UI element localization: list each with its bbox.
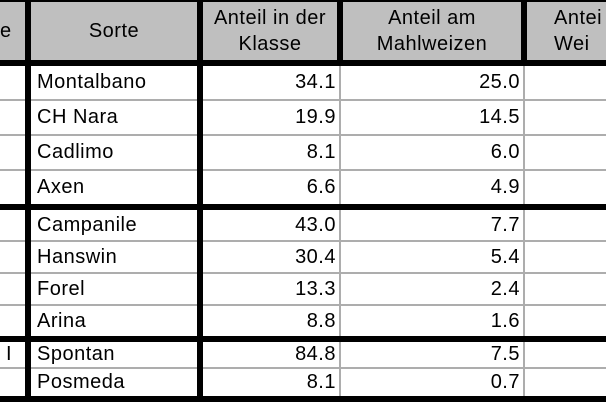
header-sorte: Sorte xyxy=(25,0,203,66)
cell-anteil-mahlweizen: 0.7 xyxy=(340,368,525,402)
table-row-spontan: I Spontan 84.8 7.5 xyxy=(0,336,606,369)
cell-anteil-klasse: 8.1 xyxy=(200,368,341,402)
cell-anteil-weizen xyxy=(524,170,606,207)
cell-anteil-weizen xyxy=(524,336,606,369)
cell-sorte: Axen xyxy=(28,170,203,207)
table-row-hanswin: Hanswin 30.4 5.4 xyxy=(0,241,606,274)
header-klasse-fragment-text: e xyxy=(0,20,12,42)
table-row-cadlimo: Cadlimo 8.1 6.0 xyxy=(0,135,606,171)
header-sorte-text: Sorte xyxy=(88,20,140,42)
cell-sorte: Arina xyxy=(28,305,203,339)
cell-klasse xyxy=(0,204,31,242)
table-header: e Sorte Anteil in der Klasse Anteil am M… xyxy=(0,0,606,66)
table-row-arina: Arina 8.8 1.6 xyxy=(0,305,606,339)
header-klasse-fragment: e xyxy=(0,0,31,66)
cell-klasse xyxy=(0,135,31,171)
cell-anteil-weizen xyxy=(524,63,606,101)
cell-anteil-weizen xyxy=(524,100,606,136)
cell-anteil-weizen xyxy=(524,204,606,242)
cell-anteil-mahlweizen: 14.5 xyxy=(340,100,525,136)
header-anteil-klasse-line2: Klasse xyxy=(238,33,302,55)
cell-sorte: Cadlimo xyxy=(28,135,203,171)
cell-anteil-mahlweizen: 1.6 xyxy=(340,305,525,339)
cell-anteil-mahlweizen: 7.7 xyxy=(340,204,525,242)
cell-klasse xyxy=(0,100,31,136)
cell-anteil-weizen xyxy=(524,368,606,402)
table-row-montalbano: Montalbano 34.1 25.0 xyxy=(0,63,606,101)
table-row-ch-nara: CH Nara 19.9 14.5 xyxy=(0,100,606,136)
table-row-posmeda: Posmeda 8.1 0.7 xyxy=(0,368,606,402)
cell-sorte: Forel xyxy=(28,273,203,306)
header-row: e Sorte Anteil in der Klasse Anteil am M… xyxy=(0,0,606,66)
cell-anteil-mahlweizen: 2.4 xyxy=(340,273,525,306)
cell-anteil-weizen xyxy=(524,305,606,339)
header-anteil-klasse: Anteil in der Klasse xyxy=(197,0,343,66)
cell-klasse xyxy=(0,368,31,402)
cell-sorte: Campanile xyxy=(28,204,203,242)
table-body: Montalbano 34.1 25.0 CH Nara 19.9 14.5 C… xyxy=(0,63,606,402)
table-row-axen: Axen 6.6 4.9 xyxy=(0,170,606,207)
cell-anteil-mahlweizen: 25.0 xyxy=(340,63,525,101)
cell-anteil-klasse: 8.8 xyxy=(200,305,341,339)
header-anteil-mahlweizen-line1: Anteil am xyxy=(388,7,476,29)
header-anteil-klasse-line1: Anteil in der xyxy=(213,7,327,29)
cell-sorte: Posmeda xyxy=(28,368,203,402)
cell-anteil-klasse: 6.6 xyxy=(200,170,341,207)
cell-sorte: Spontan xyxy=(28,336,203,369)
cell-anteil-klasse: 19.9 xyxy=(200,100,341,136)
table-row-forel: Forel 13.3 2.4 xyxy=(0,273,606,306)
cell-anteil-klasse: 34.1 xyxy=(200,63,341,101)
cell-anteil-klasse: 84.8 xyxy=(200,336,341,369)
cell-klasse xyxy=(0,170,31,207)
table-row-campanile: Campanile 43.0 7.7 xyxy=(0,204,606,242)
cell-klasse xyxy=(0,273,31,306)
cell-klasse xyxy=(0,63,31,101)
cell-klasse xyxy=(0,305,31,339)
cell-anteil-weizen xyxy=(524,241,606,274)
cell-sorte: CH Nara xyxy=(28,100,203,136)
cell-anteil-mahlweizen: 6.0 xyxy=(340,135,525,171)
cell-anteil-klasse: 30.4 xyxy=(200,241,341,274)
header-anteil-mahlweizen: Anteil am Mahlweizen xyxy=(337,0,527,66)
cell-anteil-klasse: 13.3 xyxy=(200,273,341,306)
cell-anteil-mahlweizen: 5.4 xyxy=(340,241,525,274)
cell-anteil-mahlweizen: 4.9 xyxy=(340,170,525,207)
cell-anteil-mahlweizen: 7.5 xyxy=(340,336,525,369)
header-anteil-mahlweizen-line2: Mahlweizen xyxy=(376,33,488,55)
header-anteil-weizen-fragment: Antei Wei xyxy=(521,0,606,66)
cell-anteil-weizen xyxy=(524,273,606,306)
header-anteil-weizen-line2: Wei xyxy=(554,33,590,55)
cell-anteil-weizen xyxy=(524,135,606,171)
cell-sorte: Montalbano xyxy=(28,63,203,101)
cell-klasse xyxy=(0,241,31,274)
cell-klasse-fragment: I xyxy=(0,336,31,369)
cell-anteil-klasse: 8.1 xyxy=(200,135,341,171)
header-anteil-weizen-line1: Antei xyxy=(554,7,603,29)
cell-anteil-klasse: 43.0 xyxy=(200,204,341,242)
cell-sorte: Hanswin xyxy=(28,241,203,274)
